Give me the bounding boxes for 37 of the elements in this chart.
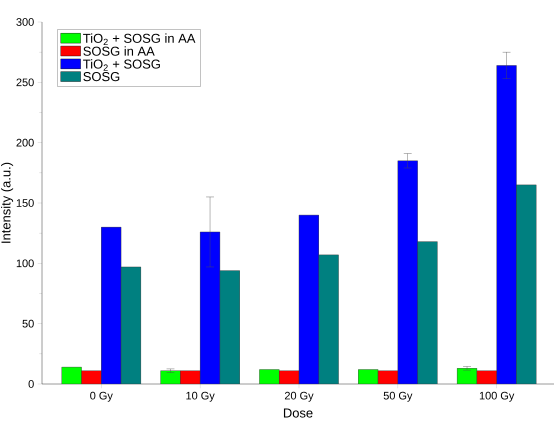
bar <box>378 370 398 384</box>
bar <box>101 226 122 384</box>
x-tick-label: 50 Gy <box>384 392 412 402</box>
bar <box>279 370 299 384</box>
bar <box>476 370 497 384</box>
y-axis-title: Intensity (a.u.) <box>1 162 14 243</box>
x-tick-label: 10 Gy <box>186 392 215 402</box>
bar <box>358 369 378 384</box>
bar <box>417 241 438 384</box>
legend-label: TiO$_{2}$ + SOSG in AA <box>83 33 196 46</box>
bar <box>82 370 102 384</box>
bar <box>120 266 142 384</box>
y-tick-label: 100 <box>16 259 34 268</box>
y-tick-label: 50 <box>22 320 34 328</box>
bar <box>220 270 240 384</box>
y-tick-label: 0 <box>28 380 34 388</box>
bar <box>398 160 418 384</box>
legend-label: SOSG in AA <box>83 46 155 56</box>
legend-label: SOSG <box>83 72 120 82</box>
x-tick-label: 100 Gy <box>480 392 514 402</box>
bar <box>496 65 517 384</box>
x-tick-label: 0 Gy <box>90 392 113 402</box>
y-tick-label: 200 <box>16 138 34 147</box>
y-tick-label: 250 <box>16 78 34 86</box>
bar <box>259 369 280 384</box>
x-axis-title: Dose <box>284 408 313 418</box>
bar <box>62 366 82 384</box>
bar <box>180 370 200 384</box>
bar <box>516 184 536 384</box>
legend-label: TiO$_{2}$ + SOSG <box>83 59 160 71</box>
bar <box>200 232 220 384</box>
y-tick-label: 300 <box>16 18 34 26</box>
bar <box>456 368 478 384</box>
y-tick-label: 150 <box>16 199 34 207</box>
x-tick-label: 20 Gy <box>284 392 314 402</box>
bar <box>298 214 319 384</box>
bar <box>318 254 339 384</box>
